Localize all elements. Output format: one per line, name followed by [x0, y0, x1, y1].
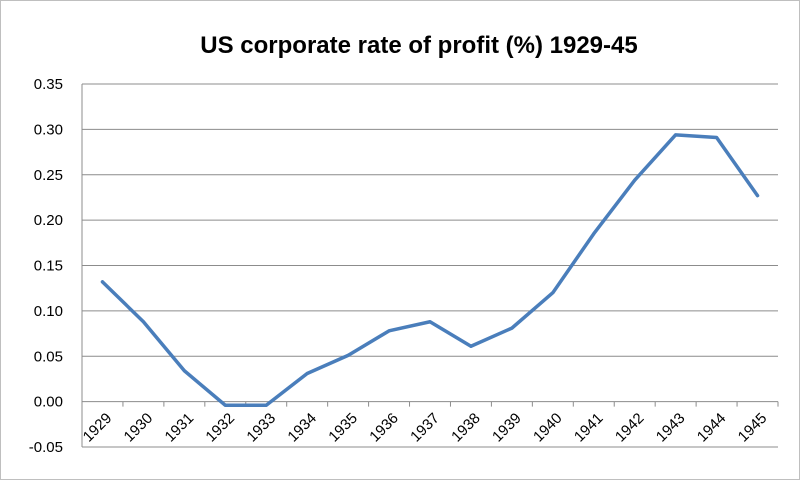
chart-title: US corporate rate of profit (%) 1929-45: [200, 32, 637, 59]
x-tick-label: 1937: [407, 410, 443, 446]
y-tick-label: 0.10: [34, 303, 63, 320]
y-tick-label: 0.30: [34, 121, 63, 138]
x-tick-label: 1940: [530, 410, 566, 446]
data-point: [510, 326, 514, 330]
y-tick-label: 0.00: [34, 394, 63, 411]
x-tick-label: 1935: [325, 410, 361, 446]
data-point: [264, 403, 268, 407]
y-tick-label: 0.05: [34, 348, 63, 365]
data-point: [592, 232, 596, 236]
y-tick-label: 0.25: [34, 167, 63, 184]
data-point: [305, 371, 309, 375]
data-point: [469, 344, 473, 348]
series-line: [100, 133, 760, 408]
data-point: [633, 178, 637, 182]
x-axis-ticks: 1929 1930 1931 1932 1933 1934 1935 1936 1937 1938…: [80, 410, 771, 446]
x-tick-label: 1936: [366, 410, 402, 446]
x-tick-label: 1932: [203, 410, 239, 446]
data-point: [387, 329, 391, 333]
data-point: [141, 320, 145, 324]
data-point: [428, 320, 432, 324]
data-point: [223, 403, 227, 407]
x-tick-label: 1939: [489, 410, 525, 446]
y-axis-ticks: -0.05 0.00 0.05 0.10 0.15 0.20 0.25 0.30 0.35: [29, 76, 63, 456]
y-tick-label: 0.20: [34, 212, 63, 229]
x-tick-label: 1941: [571, 410, 607, 446]
data-point: [100, 280, 104, 284]
gridlines: [82, 83, 778, 448]
x-tick-label: 1945: [735, 410, 771, 446]
x-tick-label: 1934: [284, 410, 320, 446]
x-tick-label: 1942: [612, 410, 648, 446]
series-layer: [100, 133, 760, 408]
y-tick-label: 0.35: [34, 76, 63, 93]
x-tick-label: 1933: [243, 410, 279, 446]
x-tick-label: 1938: [448, 410, 484, 446]
data-point: [182, 369, 186, 373]
x-tick-label: 1929: [80, 410, 116, 446]
data-point: [551, 291, 555, 295]
x-tick-label: 1944: [694, 410, 730, 446]
x-tick-label: 1943: [653, 410, 689, 446]
data-point: [674, 133, 678, 137]
data-point: [756, 194, 760, 198]
y-tick-label: -0.05: [29, 439, 63, 456]
axes: [81, 84, 779, 447]
y-tick-label: 0.15: [34, 258, 63, 275]
data-point: [715, 136, 719, 140]
x-tick-label: 1930: [121, 410, 157, 446]
data-point: [346, 353, 350, 357]
x-tick-label: 1931: [162, 410, 198, 446]
